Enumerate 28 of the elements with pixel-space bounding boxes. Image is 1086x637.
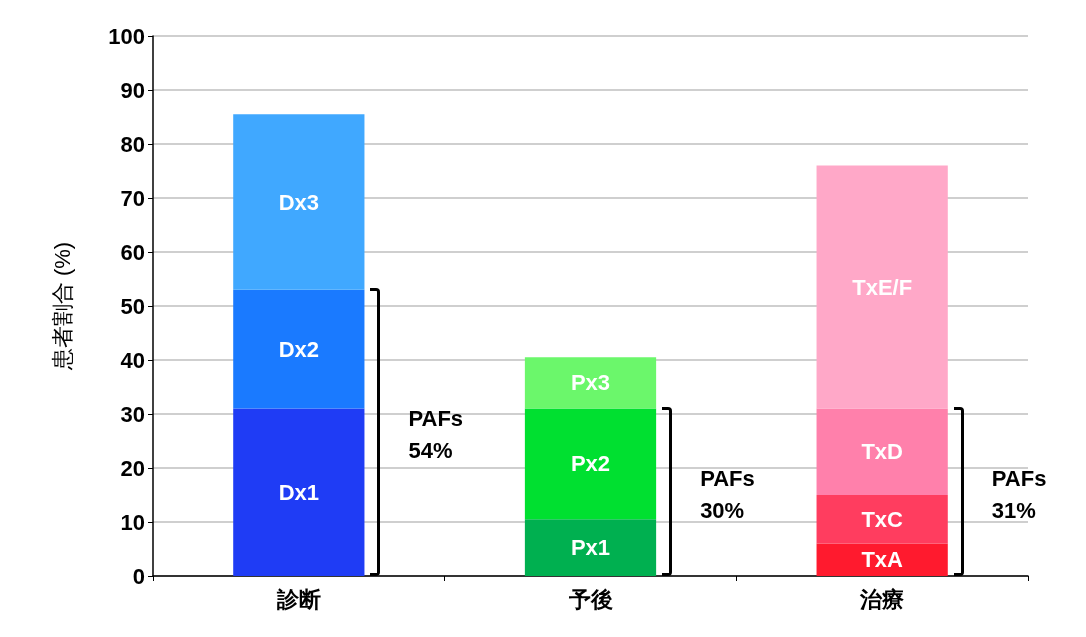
y-tick-label: 90 [120, 77, 145, 103]
y-axis-title: 患者割合 (%) [49, 241, 75, 372]
series-label: TxA [861, 547, 904, 573]
x-tick-label: 予後 [567, 586, 613, 612]
series-label: TxE/F [852, 274, 913, 300]
y-tick-label: 60 [120, 239, 145, 265]
x-tick-label: 治療 [859, 586, 905, 612]
series-label: TxD [861, 439, 903, 465]
y-tick-label: 10 [120, 509, 145, 535]
series-label: Px1 [570, 535, 611, 561]
annotation: PAFs 30% [700, 465, 755, 523]
y-tick-label: 100 [108, 23, 145, 49]
y-tick-label: 80 [120, 131, 145, 157]
series-label: Px2 [570, 451, 611, 477]
x-tick-label: 診断 [275, 586, 321, 612]
annotation: PAFs 54% [408, 406, 464, 464]
annotation: PAFs 31% [991, 465, 1047, 523]
series-label: Px3 [570, 370, 611, 396]
y-tick-label: 50 [120, 293, 145, 319]
series-label: TxC [861, 506, 904, 532]
y-tick-label: 0 [132, 563, 145, 589]
y-tick-label: 20 [120, 455, 145, 481]
y-tick-label: 70 [120, 185, 145, 211]
y-tick-label: 30 [120, 401, 145, 427]
series-label: Dx1 [278, 479, 320, 505]
y-tick-label: 40 [120, 347, 145, 373]
series-label: Dx2 [278, 336, 320, 362]
series-label: Dx3 [278, 189, 320, 215]
